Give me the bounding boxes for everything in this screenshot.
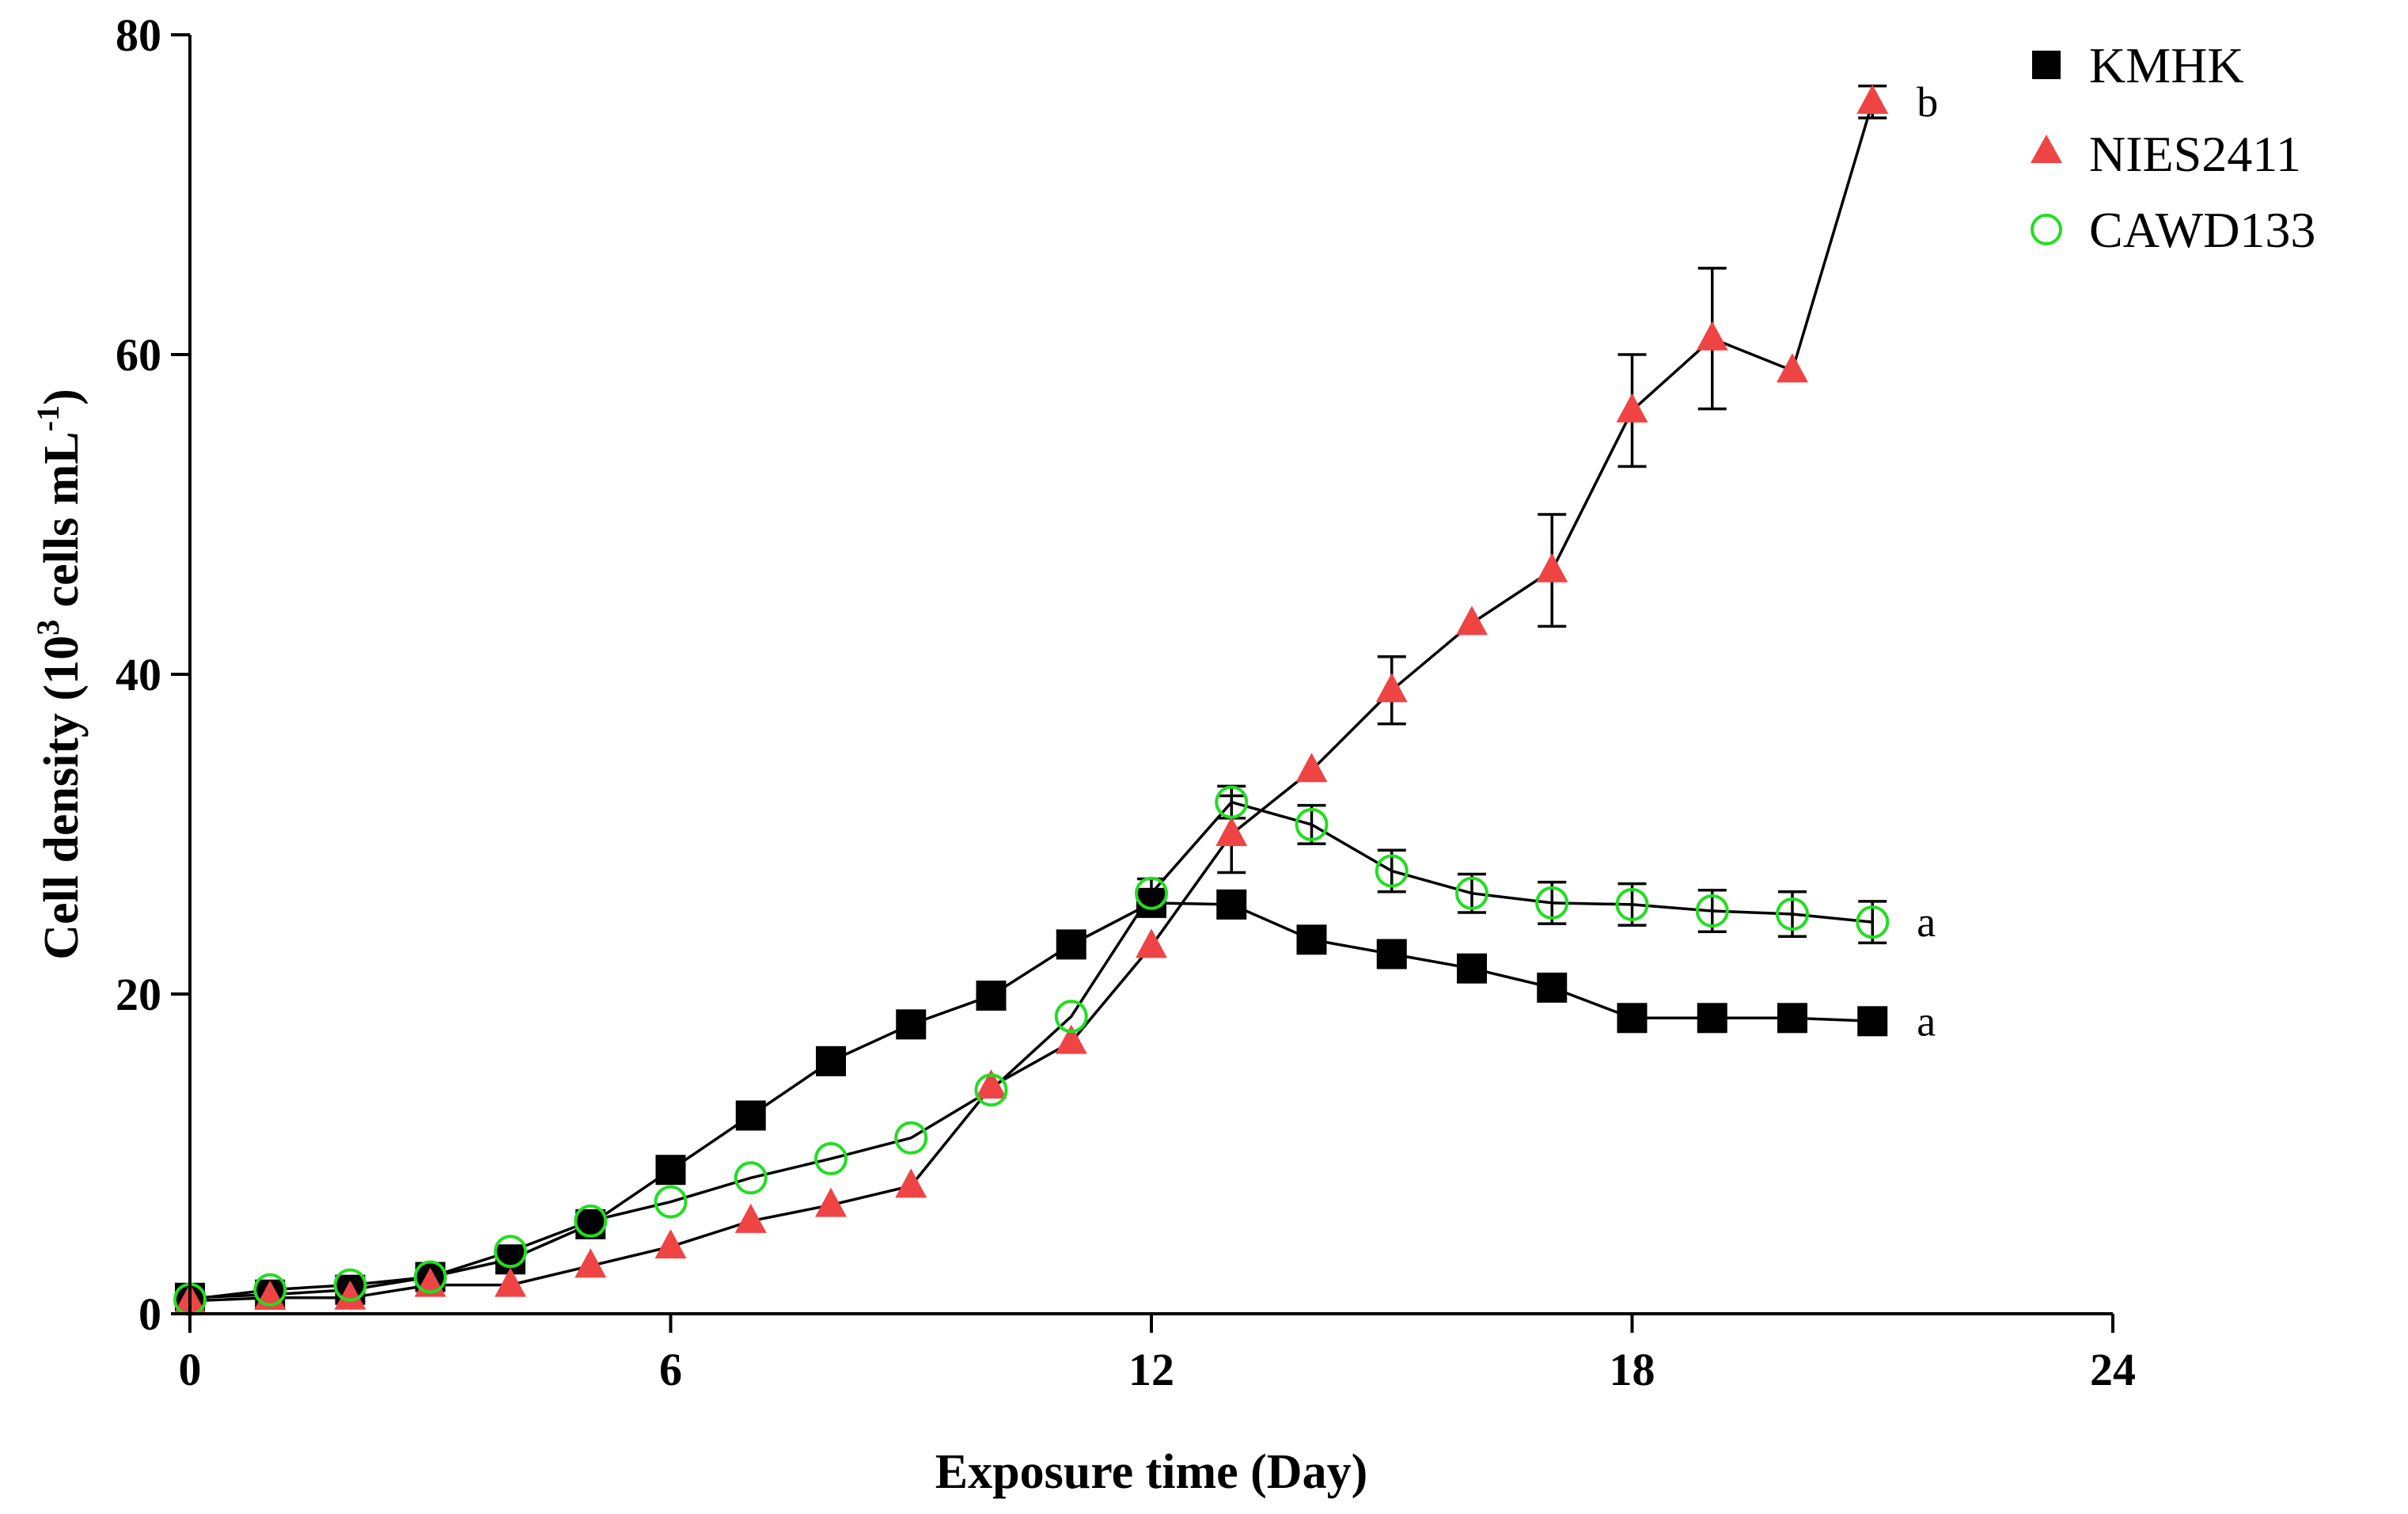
data-point-cawd133 (1295, 807, 1329, 841)
legend: KMHK NIES2411 CAWD133 (2031, 37, 2315, 258)
data-point-kmhk (735, 1100, 766, 1131)
x-tick-label: 0 (179, 1344, 202, 1395)
data-point-nies2411 (495, 1267, 526, 1297)
end-label-kmhk: a (1917, 997, 1936, 1045)
data-point-cawd133 (1375, 854, 1409, 888)
data-point-cawd133 (1695, 894, 1729, 928)
data-point-cawd133 (574, 1204, 608, 1238)
series-line-cawd133 (189, 800, 1873, 1301)
data-point-kmhk (1376, 939, 1407, 969)
end-label-cawd133: a (1917, 898, 1936, 946)
x-tick-label: 24 (2090, 1344, 2136, 1395)
y-axis-label-middle: cells mL (35, 431, 89, 620)
data-point-cawd133 (974, 1073, 1008, 1107)
data-point-nies2411 (734, 1203, 767, 1233)
data-point-kmhk (1857, 1006, 1888, 1037)
data-point-kmhk (896, 1009, 927, 1040)
y-tick-label: 80 (116, 9, 161, 61)
end-labels-layer: a b a (1917, 78, 1938, 1045)
data-point-cawd133 (1856, 905, 1890, 939)
data-point-cawd133 (1215, 785, 1249, 819)
data-point-kmhk (1777, 1003, 1807, 1034)
data-point-nies2411 (1856, 84, 1889, 114)
x-tick-label: 6 (659, 1344, 682, 1395)
y-axis-label-suffix: ) (35, 389, 89, 405)
data-point-nies2411 (1295, 753, 1328, 783)
data-point-kmhk (1056, 929, 1086, 960)
legend-label-kmhk: KMHK (2089, 37, 2244, 93)
series-line-kmhk (189, 901, 1873, 1300)
y-tick-label: 40 (116, 649, 161, 700)
data-point-cawd133 (253, 1273, 287, 1307)
x-axis-label: Exposure time (Day) (935, 1445, 1367, 1499)
data-point-cawd133 (894, 1121, 928, 1155)
data-point-nies2411 (815, 1187, 847, 1217)
end-label-nies2411: b (1917, 78, 1938, 126)
data-point-kmhk (1537, 972, 1568, 1003)
data-point-cawd133 (1455, 876, 1488, 910)
data-point-nies2411 (1777, 353, 1808, 383)
data-point-kmhk (655, 1155, 686, 1186)
data-point-nies2411 (334, 1280, 366, 1310)
series-lines-layer (189, 101, 1874, 1303)
legend-marker-nies2411 (2031, 135, 2062, 163)
y-tick-label: 60 (116, 329, 161, 381)
y-axis-label: Cell density (103 cells mL-1) (30, 389, 89, 959)
data-point-nies2411 (1456, 605, 1488, 636)
data-point-nies2411 (1696, 321, 1728, 351)
data-point-cawd133 (494, 1235, 527, 1269)
legend-label-nies2411: NIES2411 (2089, 126, 2301, 182)
data-point-kmhk (1457, 953, 1487, 984)
y-tick-label: 0 (138, 1288, 161, 1340)
legend-marker-kmhk (2032, 51, 2061, 79)
y-tick-label: 20 (116, 969, 161, 1020)
legend-marker-cawd133 (2031, 214, 2062, 245)
data-point-cawd133 (1615, 887, 1649, 921)
series-line-nies2411 (189, 101, 1874, 1303)
data-point-cawd133 (1054, 1000, 1088, 1034)
axes-layer (188, 35, 2113, 1315)
data-point-nies2411 (1215, 817, 1248, 846)
markers-layer (173, 84, 1890, 1316)
error-bars-layer (1137, 84, 1887, 945)
legend-label-cawd133: CAWD133 (2089, 202, 2315, 258)
data-point-nies2411 (895, 1168, 927, 1198)
data-point-nies2411 (975, 1069, 1007, 1099)
data-point-kmhk (1296, 924, 1327, 955)
data-point-kmhk (816, 1045, 846, 1076)
data-point-nies2411 (1136, 928, 1167, 958)
data-point-nies2411 (1055, 1024, 1087, 1054)
y-axis-label-superscript-1: 3 (30, 620, 66, 636)
data-point-kmhk (976, 981, 1007, 1011)
data-point-cawd133 (1776, 897, 1809, 931)
data-point-cawd133 (814, 1142, 848, 1176)
data-point-cawd133 (413, 1260, 447, 1294)
x-tick-label: 12 (1128, 1344, 1174, 1395)
x-tick-label: 18 (1610, 1344, 1655, 1395)
data-point-nies2411 (1375, 673, 1408, 703)
y-axis-label-superscript-2: -1 (30, 405, 66, 431)
data-point-kmhk (1697, 1003, 1727, 1034)
data-point-kmhk (1617, 1003, 1648, 1034)
data-point-nies2411 (575, 1248, 607, 1278)
data-point-cawd133 (734, 1161, 768, 1195)
data-point-nies2411 (654, 1229, 687, 1259)
data-point-cawd133 (1135, 876, 1168, 910)
y-axis-label-prefix: Cell density (10 (35, 636, 89, 960)
data-point-kmhk (1216, 889, 1247, 920)
data-point-cawd133 (654, 1185, 688, 1219)
data-point-cawd133 (1535, 886, 1569, 920)
ticks-layer: 0 6 12 18 24 0 20 40 60 80 (116, 9, 2136, 1395)
data-point-nies2411 (1616, 393, 1648, 423)
data-point-nies2411 (1536, 552, 1568, 582)
data-point-cawd133 (333, 1268, 367, 1302)
